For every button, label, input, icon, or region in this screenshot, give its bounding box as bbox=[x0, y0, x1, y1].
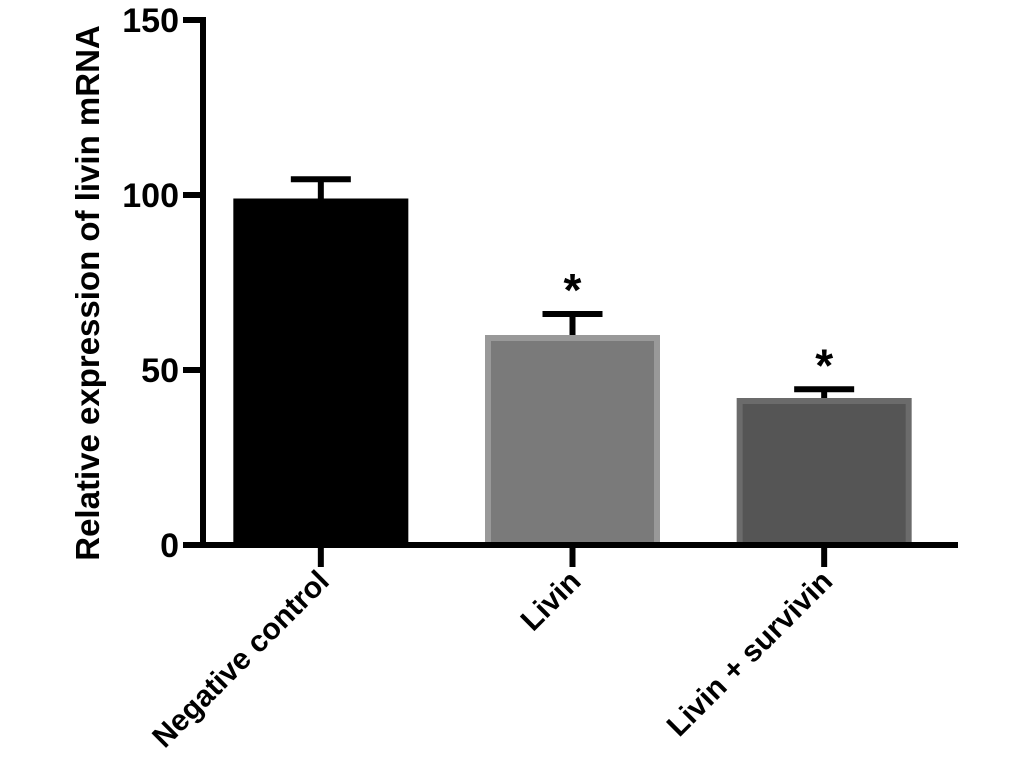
y-tick-label: 100 bbox=[122, 177, 179, 215]
category-label: Livin bbox=[515, 565, 588, 638]
y-axis-title: Relative expression of livin mRNA bbox=[69, 25, 106, 561]
significance-marks: ** bbox=[564, 264, 834, 391]
y-tick-label: 150 bbox=[122, 2, 179, 40]
y-tick-label: 0 bbox=[160, 527, 179, 565]
category-labels: Negative control Livin Livin + survivin bbox=[146, 565, 839, 755]
bar bbox=[485, 335, 660, 548]
bar bbox=[736, 398, 912, 548]
y-ticks bbox=[183, 17, 203, 548]
category-label: Livin + survivin bbox=[661, 565, 839, 743]
category-label: Negative control bbox=[146, 565, 336, 755]
x-ticks bbox=[317, 545, 828, 567]
significance-asterisk: * bbox=[815, 339, 833, 391]
bars bbox=[233, 198, 912, 548]
significance-asterisk: * bbox=[564, 264, 582, 316]
bar bbox=[233, 198, 409, 548]
error-bars bbox=[290, 176, 855, 398]
y-tick-label: 50 bbox=[141, 352, 179, 390]
y-tick-labels: 0 50 100 150 bbox=[122, 2, 179, 565]
